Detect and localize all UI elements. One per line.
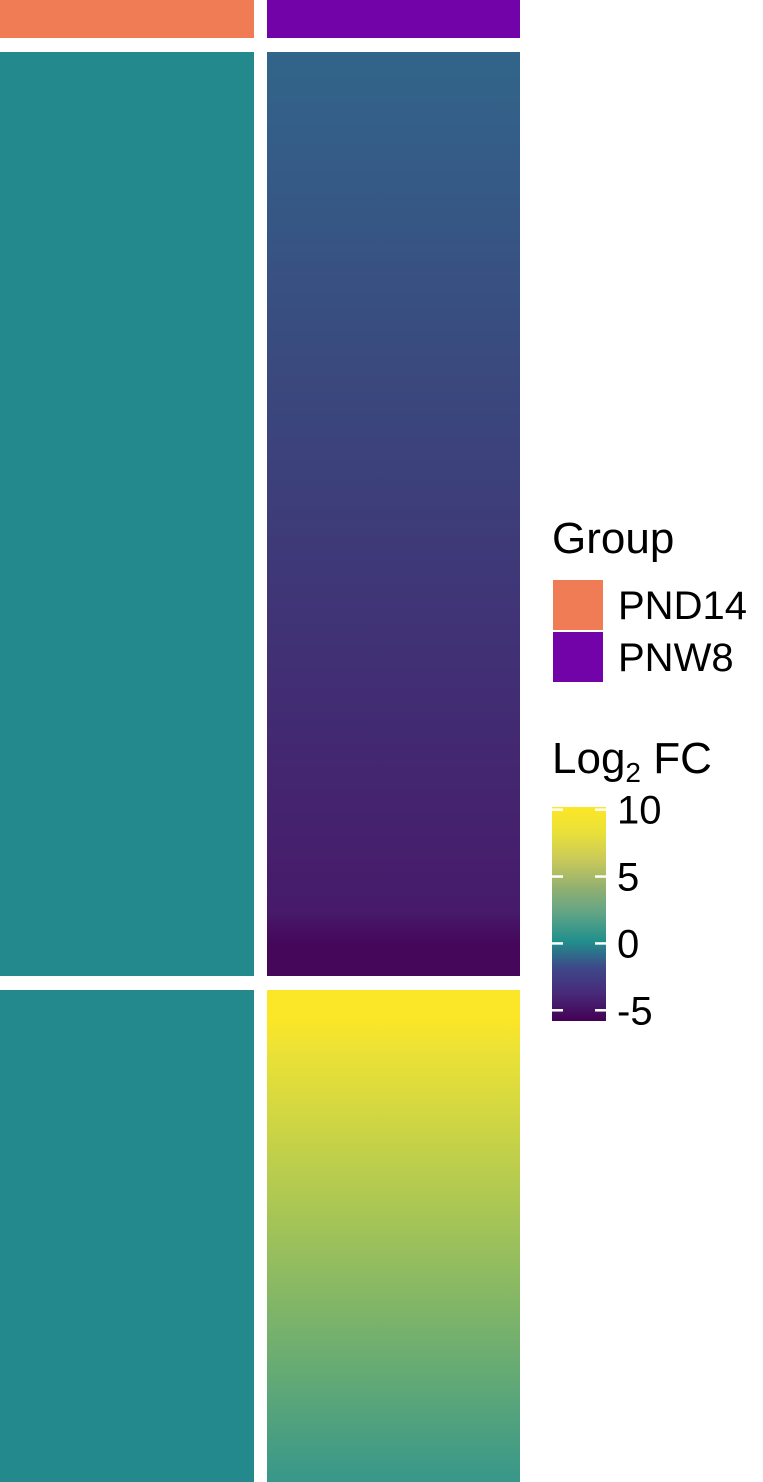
heatmap-cell-cluster2-pnw8 [267, 990, 520, 1482]
group-legend-label-pnw8: PNW8 [618, 636, 734, 680]
annotation-cell-pnd14 [0, 0, 254, 38]
heatmap-cell-cluster2-pnd14 [0, 990, 254, 1482]
color-scale-tick-label-0: 10 [617, 789, 662, 833]
color-scale-bar [552, 807, 606, 1021]
heatmap-cell-cluster1-pnd14 [0, 52, 254, 976]
color-scale-tick-label-2: 0 [617, 922, 639, 966]
group-legend-swatch-pnd14 [553, 580, 603, 630]
color-scale-title-rest: FC [641, 734, 712, 783]
heatmap-cell-cluster1-pnw8 [267, 52, 520, 976]
group-legend-title: Group [552, 514, 674, 563]
color-scale-tick-label-1: 5 [617, 856, 639, 900]
color-scale-legend: Log2 FC 10 5 0 -5 [552, 734, 712, 1033]
group-legend-label-pnd14: PND14 [618, 584, 747, 628]
color-scale-title-main: Log [552, 734, 625, 783]
group-legend-swatch-pnw8 [553, 632, 603, 682]
color-scale-tick-label-3: -5 [617, 989, 653, 1033]
group-annotation-bar [0, 0, 520, 38]
color-scale-title: Log2 FC [552, 734, 712, 788]
color-scale-title-sub: 2 [625, 757, 641, 788]
heatmap-body [0, 52, 520, 1482]
annotation-cell-pnw8 [267, 0, 520, 38]
group-legend: Group PND14 PNW8 [552, 514, 747, 682]
